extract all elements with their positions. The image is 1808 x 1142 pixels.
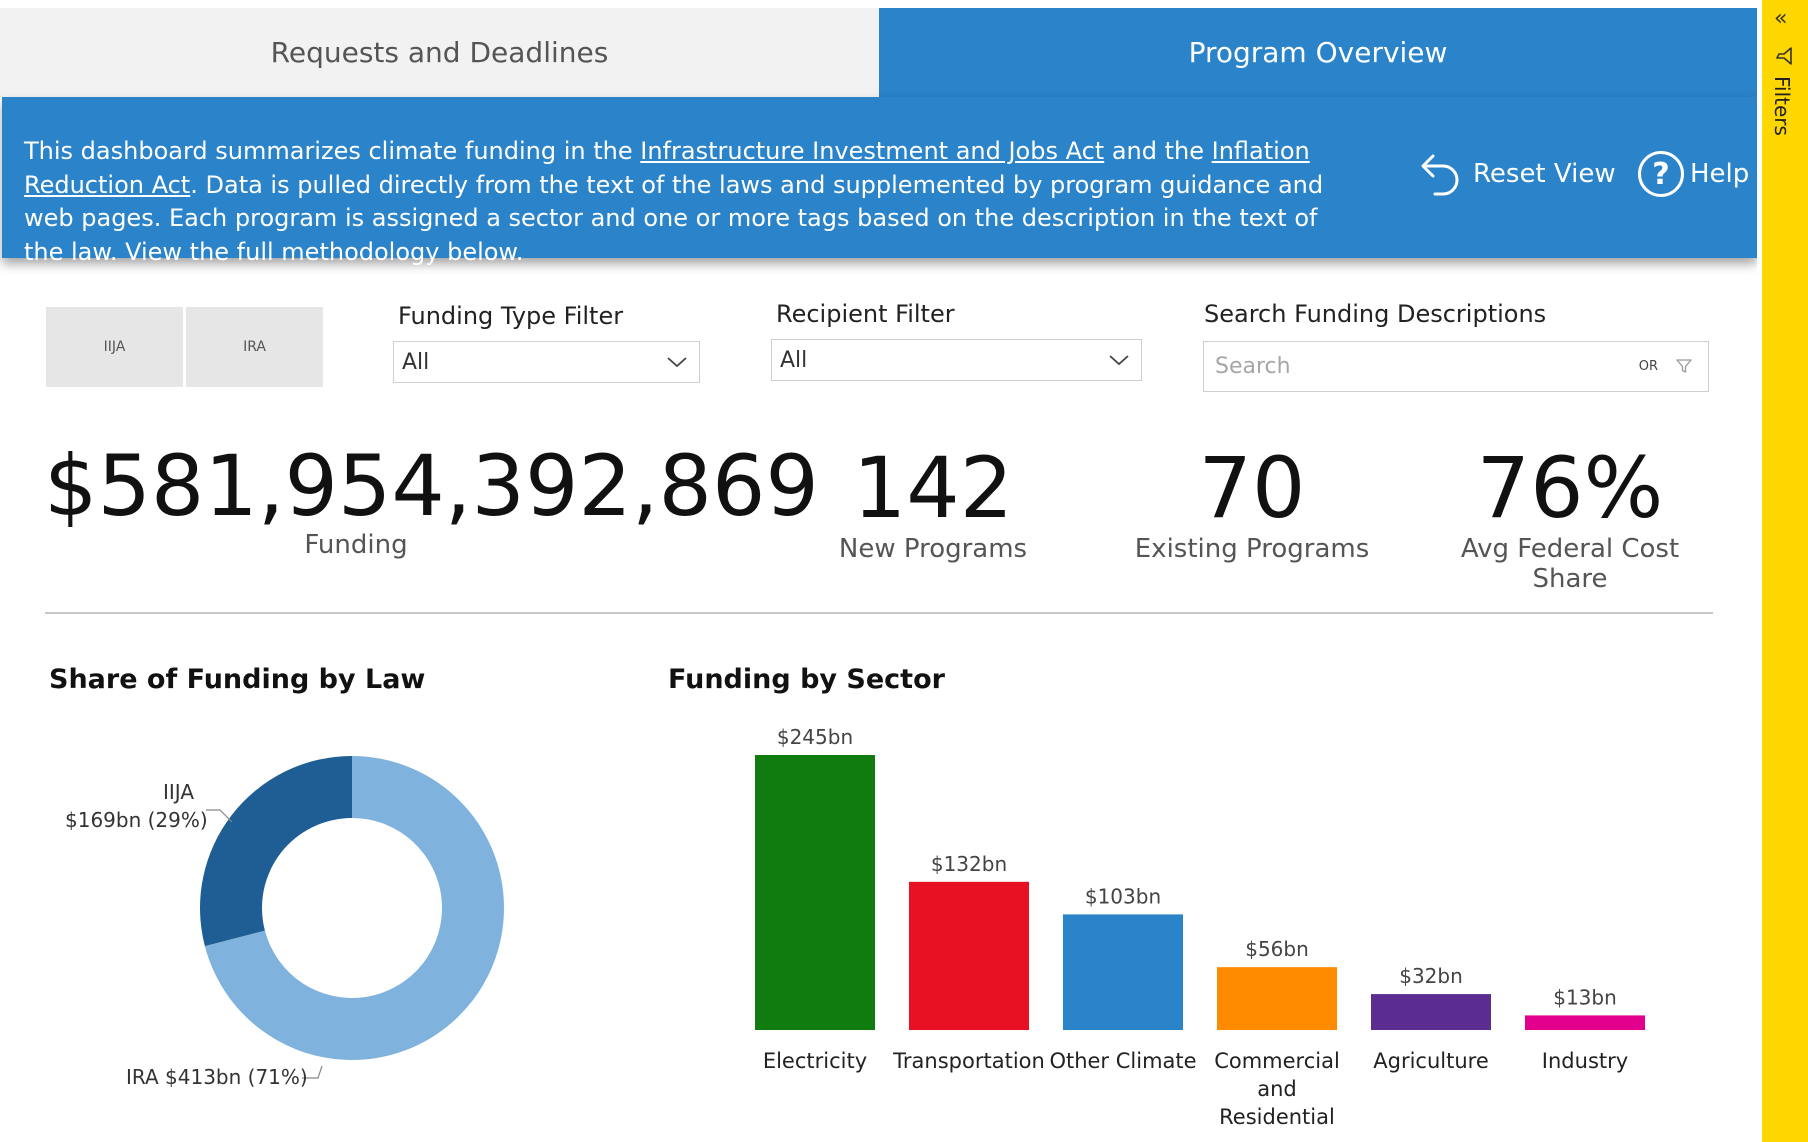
chevron-down-icon <box>1109 355 1129 366</box>
banner-text-part3: . <box>190 170 198 199</box>
tab-requests-and-deadlines[interactable]: Requests and Deadlines <box>0 8 879 97</box>
bar-category-label: Commercial <box>1214 1049 1340 1073</box>
kpi-cost-share-label: Avg Federal Cost Share <box>1460 534 1680 594</box>
donut-slice-ira[interactable] <box>204 756 505 1060</box>
bar-data-label: $245bn <box>777 725 853 749</box>
banner-description: This dashboard summarizes climate fundin… <box>24 135 1324 269</box>
bar-other-climate[interactable] <box>1063 914 1183 1030</box>
help-label: Help <box>1690 159 1750 189</box>
sector-funding-bar-chart: $245bn Electricity $132bn Transportation $10… <box>755 725 1645 1129</box>
bar-category-label: Electricity <box>763 1049 867 1073</box>
bar-data-label: $13bn <box>1553 985 1617 1009</box>
search-descriptions-label: Search Funding Descriptions <box>1204 300 1547 328</box>
info-banner: This dashboard summarizes climate fundin… <box>2 97 1757 266</box>
filters-pane[interactable]: « Filters <box>1762 0 1808 1142</box>
iija-slicer-button[interactable]: IIJA <box>46 307 183 387</box>
bar-category-label: Transportation <box>892 1049 1045 1073</box>
bar-electricity[interactable] <box>755 755 875 1030</box>
donut-leader-line-iija <box>206 809 233 823</box>
ira-slicer-button[interactable]: IRA <box>186 307 323 387</box>
collapse-chevron-icon[interactable]: « <box>1774 6 1788 31</box>
pane-gap <box>1757 0 1762 1142</box>
filters-pane-label: Filters <box>1770 76 1794 136</box>
bar-data-label: $56bn <box>1245 937 1309 961</box>
filter-funnel-icon <box>1776 47 1792 65</box>
search-or-toggle[interactable]: OR <box>1638 359 1658 374</box>
bar-data-label: $32bn <box>1399 964 1463 988</box>
banner-text-part1: This dashboard summarizes climate fundin… <box>24 137 641 165</box>
kpi-existing-programs-value: 70 <box>1198 439 1306 537</box>
ira-link[interactable]: Inflation Reduction Act <box>24 137 1310 199</box>
donut-label-iija-name: IIJA <box>163 780 195 804</box>
chevron-down-icon <box>667 357 687 368</box>
funding-type-dropdown[interactable]: All <box>393 341 700 383</box>
bar-category-label: Other Climate <box>1049 1049 1196 1073</box>
bar-agriculture[interactable] <box>1371 994 1491 1030</box>
bar-industry[interactable] <box>1525 1015 1645 1030</box>
section-divider <box>45 612 1713 614</box>
help-glyph: ? <box>1652 156 1670 192</box>
bar-category-label: Residential <box>1219 1105 1335 1129</box>
bar-transportation[interactable] <box>909 881 1029 1030</box>
donut-slice-iija[interactable] <box>199 756 352 947</box>
kpi-new-programs-label: New Programs <box>838 534 1028 564</box>
bar-category-label: and <box>1257 1077 1297 1101</box>
funding-type-value: All <box>402 349 430 375</box>
recipient-filter-label: Recipient Filter <box>776 300 955 328</box>
law-share-donut-chart <box>199 756 505 1079</box>
search-placeholder: Search <box>1215 354 1291 379</box>
banner-text-part2: and the <box>1104 137 1212 165</box>
filter-funnel-icon[interactable] <box>1674 356 1694 376</box>
donut-label-iija-value: $169bn (29%) <box>65 808 208 832</box>
kpi-funding-value: $581,954,392,869 <box>44 437 819 535</box>
bar-data-label: $132bn <box>931 852 1007 876</box>
funding-type-filter-label: Funding Type Filter <box>398 302 624 330</box>
kpi-new-programs-value: 142 <box>852 439 1014 537</box>
donut-leader-line-ira <box>302 1065 323 1079</box>
bar-category-label: Industry <box>1542 1049 1628 1073</box>
help-icon: ? <box>1638 151 1684 197</box>
tab-program-overview[interactable]: Program Overview <box>879 8 1757 97</box>
kpi-existing-programs-label: Existing Programs <box>1134 534 1370 564</box>
recipient-value: All <box>780 347 808 373</box>
bar-chart-title: Funding by Sector <box>668 664 945 695</box>
recipient-dropdown[interactable]: All <box>771 339 1142 381</box>
search-input[interactable]: Search OR <box>1203 341 1709 392</box>
bar-commercial-and-residential[interactable] <box>1217 967 1337 1030</box>
kpi-funding-label: Funding <box>304 530 408 560</box>
bar-data-label: $103bn <box>1085 884 1161 908</box>
donut-chart-title: Share of Funding by Law <box>49 664 426 695</box>
kpi-cost-share-value: 76% <box>1476 439 1664 537</box>
help-button[interactable]: ? Help <box>1638 149 1749 199</box>
donut-label-ira: IRA $413bn (71%) <box>126 1065 308 1089</box>
reset-view-button[interactable]: Reset View <box>1419 149 1616 199</box>
iija-link[interactable]: Infrastructure Investment and Jobs Act <box>640 137 1105 165</box>
banner-text-part4: Data is pulled directly from the text of… <box>24 170 1324 266</box>
reset-view-label: Reset View <box>1473 159 1616 189</box>
bar-category-label: Agriculture <box>1373 1049 1489 1073</box>
undo-arrow-icon <box>1421 154 1459 196</box>
